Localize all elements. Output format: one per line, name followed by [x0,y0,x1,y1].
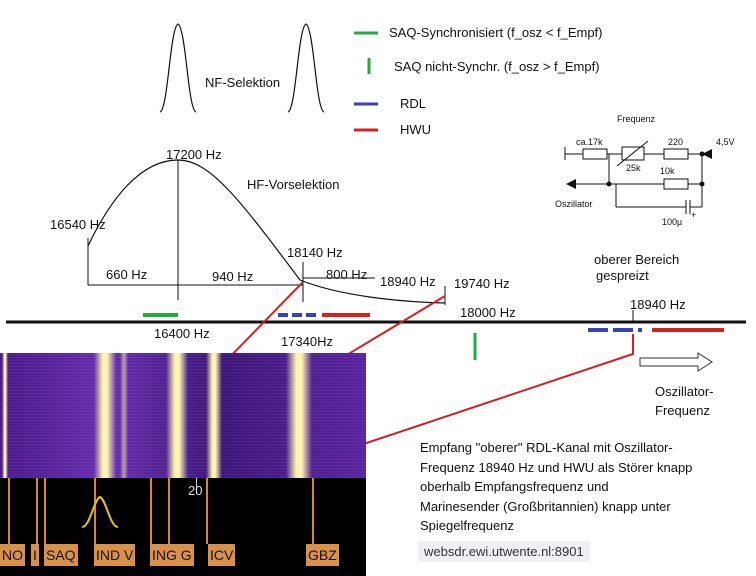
legend-saq-sync: SAQ-Synchronisiert (f_osz < f_Empf) [389,25,603,40]
station-marker [150,478,152,544]
station-marker [8,478,10,544]
label-oberer-1: oberer Bereich [594,252,680,267]
station-label[interactable]: IND V [94,544,136,566]
station-marker [36,478,38,544]
label-19740: 19740 Hz [454,276,510,291]
schematic-frequenz: Frequenz [617,114,656,124]
label-17200: 17200 Hz [166,147,222,162]
station-marker [312,478,314,544]
tick-label: 20 [188,483,203,498]
label-oszillator-1: Oszillator- [655,384,714,399]
oscillator-schematic [564,140,703,214]
hf-curve [87,159,446,304]
schematic-r17k: ca.17k [576,137,603,147]
label-oszillator-2: Frequenz [655,403,710,418]
station-label[interactable]: SAQ [44,544,78,566]
filter-passband-icon [81,495,119,528]
station-marker [94,478,96,544]
label-18940a: 18940 Hz [380,274,436,289]
schematic-node-1 [699,151,705,157]
station-marker [206,478,208,544]
waterfall-inset: 20 NO I SAQ IND V ING G ICV GBZ [0,353,366,576]
legend-hwu: HWU [400,122,432,137]
station-marker [168,478,170,544]
label-16540: 16540 Hz [50,217,106,232]
label-18940b: 18940 Hz [630,297,686,312]
schematic-plus: + [691,210,697,220]
schematic-v45: 4,5V [716,137,735,147]
caption-line: oberhalb Empfangsfrequenz und [420,479,609,494]
label-18140: 18140 Hz [287,245,343,260]
tick-line [196,478,197,494]
schematic-arrow-left [566,179,576,189]
oszillator-arrow [639,352,713,372]
label-18000: 18000 Hz [460,305,516,320]
schematic-oszillator: Oszillator [555,199,593,209]
station-label[interactable]: ICV [208,544,236,566]
label-16400: 16400 Hz [154,326,210,341]
caption-line: Marinesender (Großbritannien) knapp unte… [420,498,671,514]
nf-peak-right [287,23,325,113]
schematic-terminal [702,149,712,159]
schematic-node-2 [699,181,705,187]
caption-line: Frequenz 18940 Hz und HWU als Störer kna… [420,459,693,475]
caption: Empfang "oberer" RDL-Kanal mit Oszillato… [420,438,692,536]
label-17340: 17340Hz [281,334,334,349]
schematic-node-3 [606,181,612,187]
station-marker [44,478,46,544]
legend-rdl: RDL [400,96,427,111]
label-nf-selektion: NF-Selektion [205,75,281,90]
label-660: 660 Hz [106,267,148,282]
caption-line: Empfang "oberer" RDL-Kanal mit Oszillato… [420,440,673,455]
schematic-r25k: 25k [626,163,641,173]
websdr-url[interactable]: websdr.ewi.utwente.nl:8901 [418,541,590,562]
station-label[interactable]: GBZ [306,544,339,566]
schematic-r10k: 10k [660,166,675,176]
label-hf-vorselektion: HF-Vorselektion [247,177,340,192]
label-800: 800 Hz [326,267,368,282]
legend-saq-nosync: SAQ nicht-Synchr. (f_osz > f_Empf) [394,59,600,74]
schematic-r220: 220 [668,137,684,147]
label-oberer-2: gespreizt [596,268,649,283]
station-label[interactable]: I [31,544,39,566]
station-label[interactable]: ING G [150,544,194,566]
station-label[interactable]: NO [0,544,25,566]
schematic-c100: 100µ [662,217,683,227]
waterfall-spectrum [0,353,366,478]
label-940: 940 Hz [212,269,254,284]
caption-line: Spiegelfrequenz [420,518,514,533]
nf-peak-left [159,23,197,113]
